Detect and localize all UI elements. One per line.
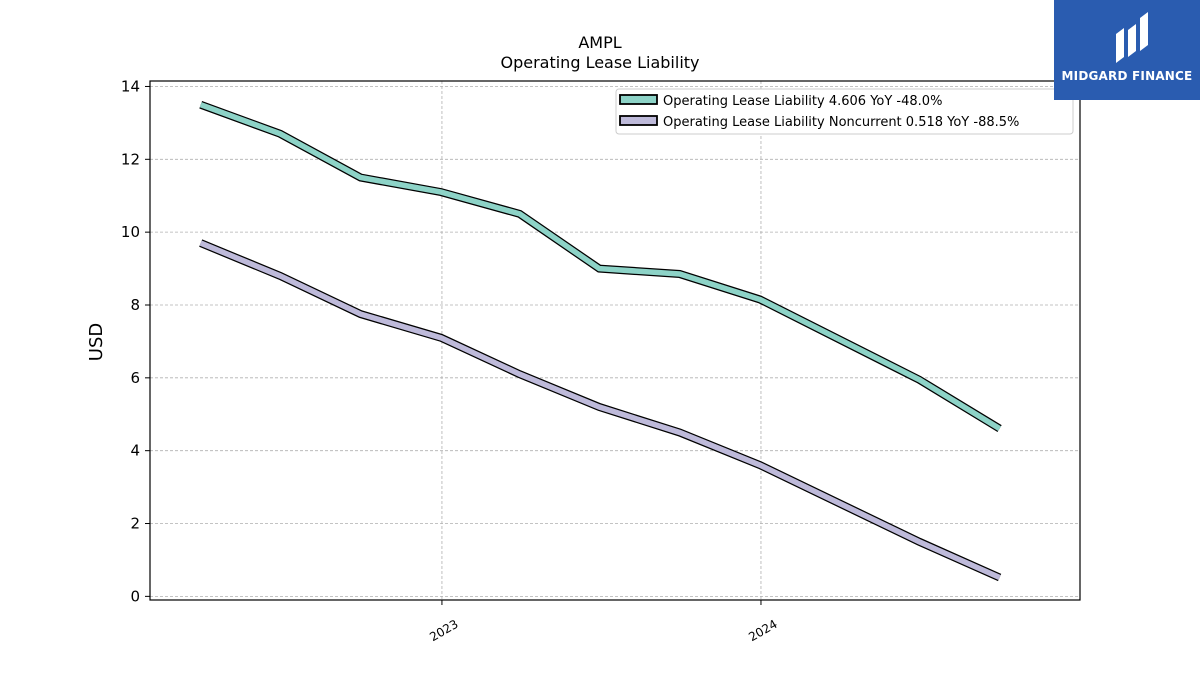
- chart-subtitle: Operating Lease Liability: [500, 53, 700, 72]
- legend-label: Operating Lease Liability Noncurrent 0.5…: [663, 115, 1019, 130]
- y-tick-label: 4: [130, 442, 140, 460]
- plot-frame: [149, 80, 1081, 601]
- logo-mark-icon: [1116, 12, 1148, 63]
- axes: 0 2 4 6 8 10 12 14 2023 2024: [121, 77, 780, 644]
- grid-lines: [150, 81, 1080, 600]
- x-tick-label: 2023: [427, 617, 460, 644]
- midgard-finance-logo: MIDGARD FINANCE: [1054, 0, 1200, 100]
- y-axis-label: USD: [86, 323, 107, 361]
- series-layer: [199, 100, 1002, 582]
- series-line: [199, 102, 1002, 431]
- y-tick-label: 2: [130, 515, 140, 533]
- y-tick-label: 10: [121, 223, 140, 241]
- y-tick-label: 0: [130, 587, 140, 605]
- x-tick-label: 2024: [746, 617, 779, 644]
- chart-title: AMPL: [578, 33, 622, 52]
- legend-label: Operating Lease Liability 4.606 YoY -48.…: [663, 94, 942, 109]
- logo-text: MIDGARD FINANCE: [1061, 69, 1193, 83]
- legend-swatch: [619, 115, 658, 126]
- legend-swatch: [619, 94, 658, 105]
- y-tick-label: 8: [130, 296, 140, 314]
- legend: Operating Lease Liability 4.606 YoY -48.…: [615, 88, 1074, 135]
- series-line: [199, 240, 1001, 581]
- y-tick-label: 12: [121, 150, 140, 168]
- y-tick-label: 14: [121, 77, 140, 95]
- legend-box: [615, 88, 1074, 135]
- y-tick-label: 6: [130, 369, 140, 387]
